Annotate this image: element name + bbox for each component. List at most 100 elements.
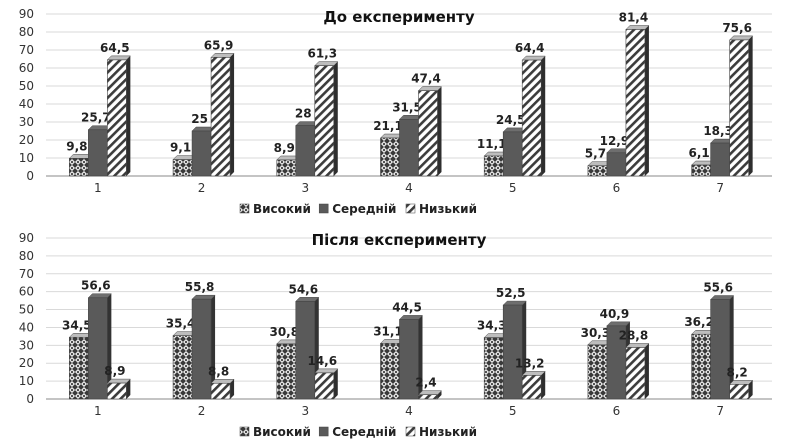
data-label: 30,8 [269,325,299,339]
bar [314,65,335,177]
bar-side [333,368,338,399]
x-tick-label: 3 [301,404,309,418]
data-label: 55,8 [185,280,215,294]
bar [210,382,231,400]
y-tick-label: 90 [19,7,34,21]
data-label: 54,6 [288,282,318,296]
bar [691,333,711,400]
data-label: 65,9 [204,38,234,52]
bar-top [625,25,650,30]
bar [729,384,749,400]
data-label: 25,7 [81,111,111,125]
y-tick-label: 20 [19,133,34,147]
data-label: 24,5 [496,113,526,127]
bar-side [541,371,546,399]
bar-top [314,368,339,374]
bar [107,382,127,400]
legend-label: Низький [419,425,477,439]
bar [587,344,608,400]
data-label: 28 [295,107,312,121]
data-label: 40,9 [600,307,630,321]
bar [502,304,523,400]
bar [380,343,400,400]
bar-top [521,371,546,376]
bar-side [126,55,131,176]
data-label: 8,9 [104,364,125,378]
bar [521,59,542,177]
bar [399,119,419,177]
legend-label: Середній [332,425,396,439]
bar-side [437,390,442,399]
legend-item: Високий [239,202,311,216]
legend-swatch [405,426,416,437]
x-tick-label: 3 [301,181,309,195]
x-tick-label: 2 [198,181,206,195]
y-tick-label: 50 [19,79,34,93]
x-tick-label: 7 [716,181,724,195]
bar-top [398,315,424,320]
chart-title: До експерименту [323,8,474,26]
bar [380,137,400,177]
y-tick-label: 50 [19,303,34,317]
data-label: 9,1 [170,141,191,155]
data-label: 12,9 [600,134,630,148]
bar [191,298,212,400]
legend-swatch [318,426,329,437]
legend-item: Середній [318,425,396,439]
bar [710,142,730,177]
bar-side [230,379,235,399]
bar [625,29,646,177]
bar-top [106,55,131,61]
data-label: 21,1 [373,119,403,133]
bar-top [521,55,546,61]
bar-side [748,380,753,399]
bar-side [418,315,423,399]
legend-label: Середній [332,202,396,216]
bar-side [644,25,649,177]
legend-label: Високий [253,425,311,439]
bar-top [210,53,235,58]
bar-top [295,297,320,302]
bar-side [644,343,649,399]
data-label: 25 [191,112,208,126]
bar [210,57,231,177]
bar-top [625,343,650,348]
bar [69,336,89,400]
legend-label: Низький [419,202,477,216]
bar-side [211,295,216,399]
data-label: 31,1 [373,324,403,338]
x-tick-label: 6 [613,181,621,195]
data-label: 75,6 [722,21,752,35]
data-label: 52,5 [496,286,526,300]
y-tick-label: 90 [19,231,34,245]
bar [399,319,419,400]
y-tick-label: 80 [19,25,34,39]
data-label: 30,3 [581,326,611,340]
x-tick-label: 6 [613,404,621,418]
data-label: 8,8 [208,364,229,378]
data-label: 8,9 [274,141,295,155]
x-tick-label: 1 [94,404,102,418]
x-tick-label: 2 [198,404,206,418]
data-label: 34,3 [477,319,507,333]
x-tick-label: 1 [94,181,102,195]
x-tick-label: 4 [405,404,413,418]
bar-top [729,35,754,41]
bar-top [729,380,754,385]
x-tick-label: 7 [716,404,724,418]
legend-swatch [318,203,329,214]
bar [483,155,504,177]
bar [502,131,523,177]
bar-top [710,295,735,300]
bar-top [210,379,235,384]
data-label: 34,5 [62,318,92,332]
bar-top [417,86,443,91]
bar [172,335,193,400]
data-label: 31,5 [392,100,422,114]
y-tick-label: 10 [19,374,34,388]
bar-side [107,293,112,399]
bar [418,90,438,177]
data-label: 81,4 [619,10,649,24]
